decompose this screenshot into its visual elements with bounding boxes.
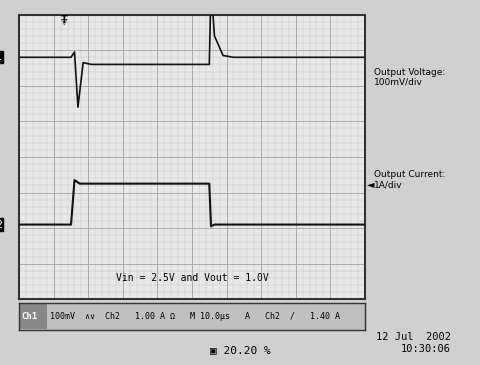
- Text: ◄: ◄: [367, 178, 375, 189]
- Text: Output Current:
1A/div: Output Current: 1A/div: [374, 170, 446, 189]
- Text: 1: 1: [0, 52, 2, 62]
- Text: 100mV  ∧∨  Ch2   1.00 A Ω   M 10.0μs   A   Ch2  /   1.40 A: 100mV ∧∨ Ch2 1.00 A Ω M 10.0μs A Ch2 / 1…: [50, 312, 340, 321]
- Text: 2: 2: [0, 220, 2, 230]
- Text: Output Voltage:
100mV/div: Output Voltage: 100mV/div: [374, 68, 445, 87]
- Text: Vin = 2.5V and Vout = 1.0V: Vin = 2.5V and Vout = 1.0V: [116, 273, 268, 283]
- Text: 12 Jul  2002
10:30:06: 12 Jul 2002 10:30:06: [376, 332, 451, 354]
- Text: ▣ 20.20 %: ▣ 20.20 %: [210, 345, 270, 356]
- Text: ▽: ▽: [61, 16, 67, 26]
- Text: Ch1: Ch1: [21, 312, 37, 321]
- FancyBboxPatch shape: [19, 304, 47, 329]
- Text: T: T: [61, 15, 68, 24]
